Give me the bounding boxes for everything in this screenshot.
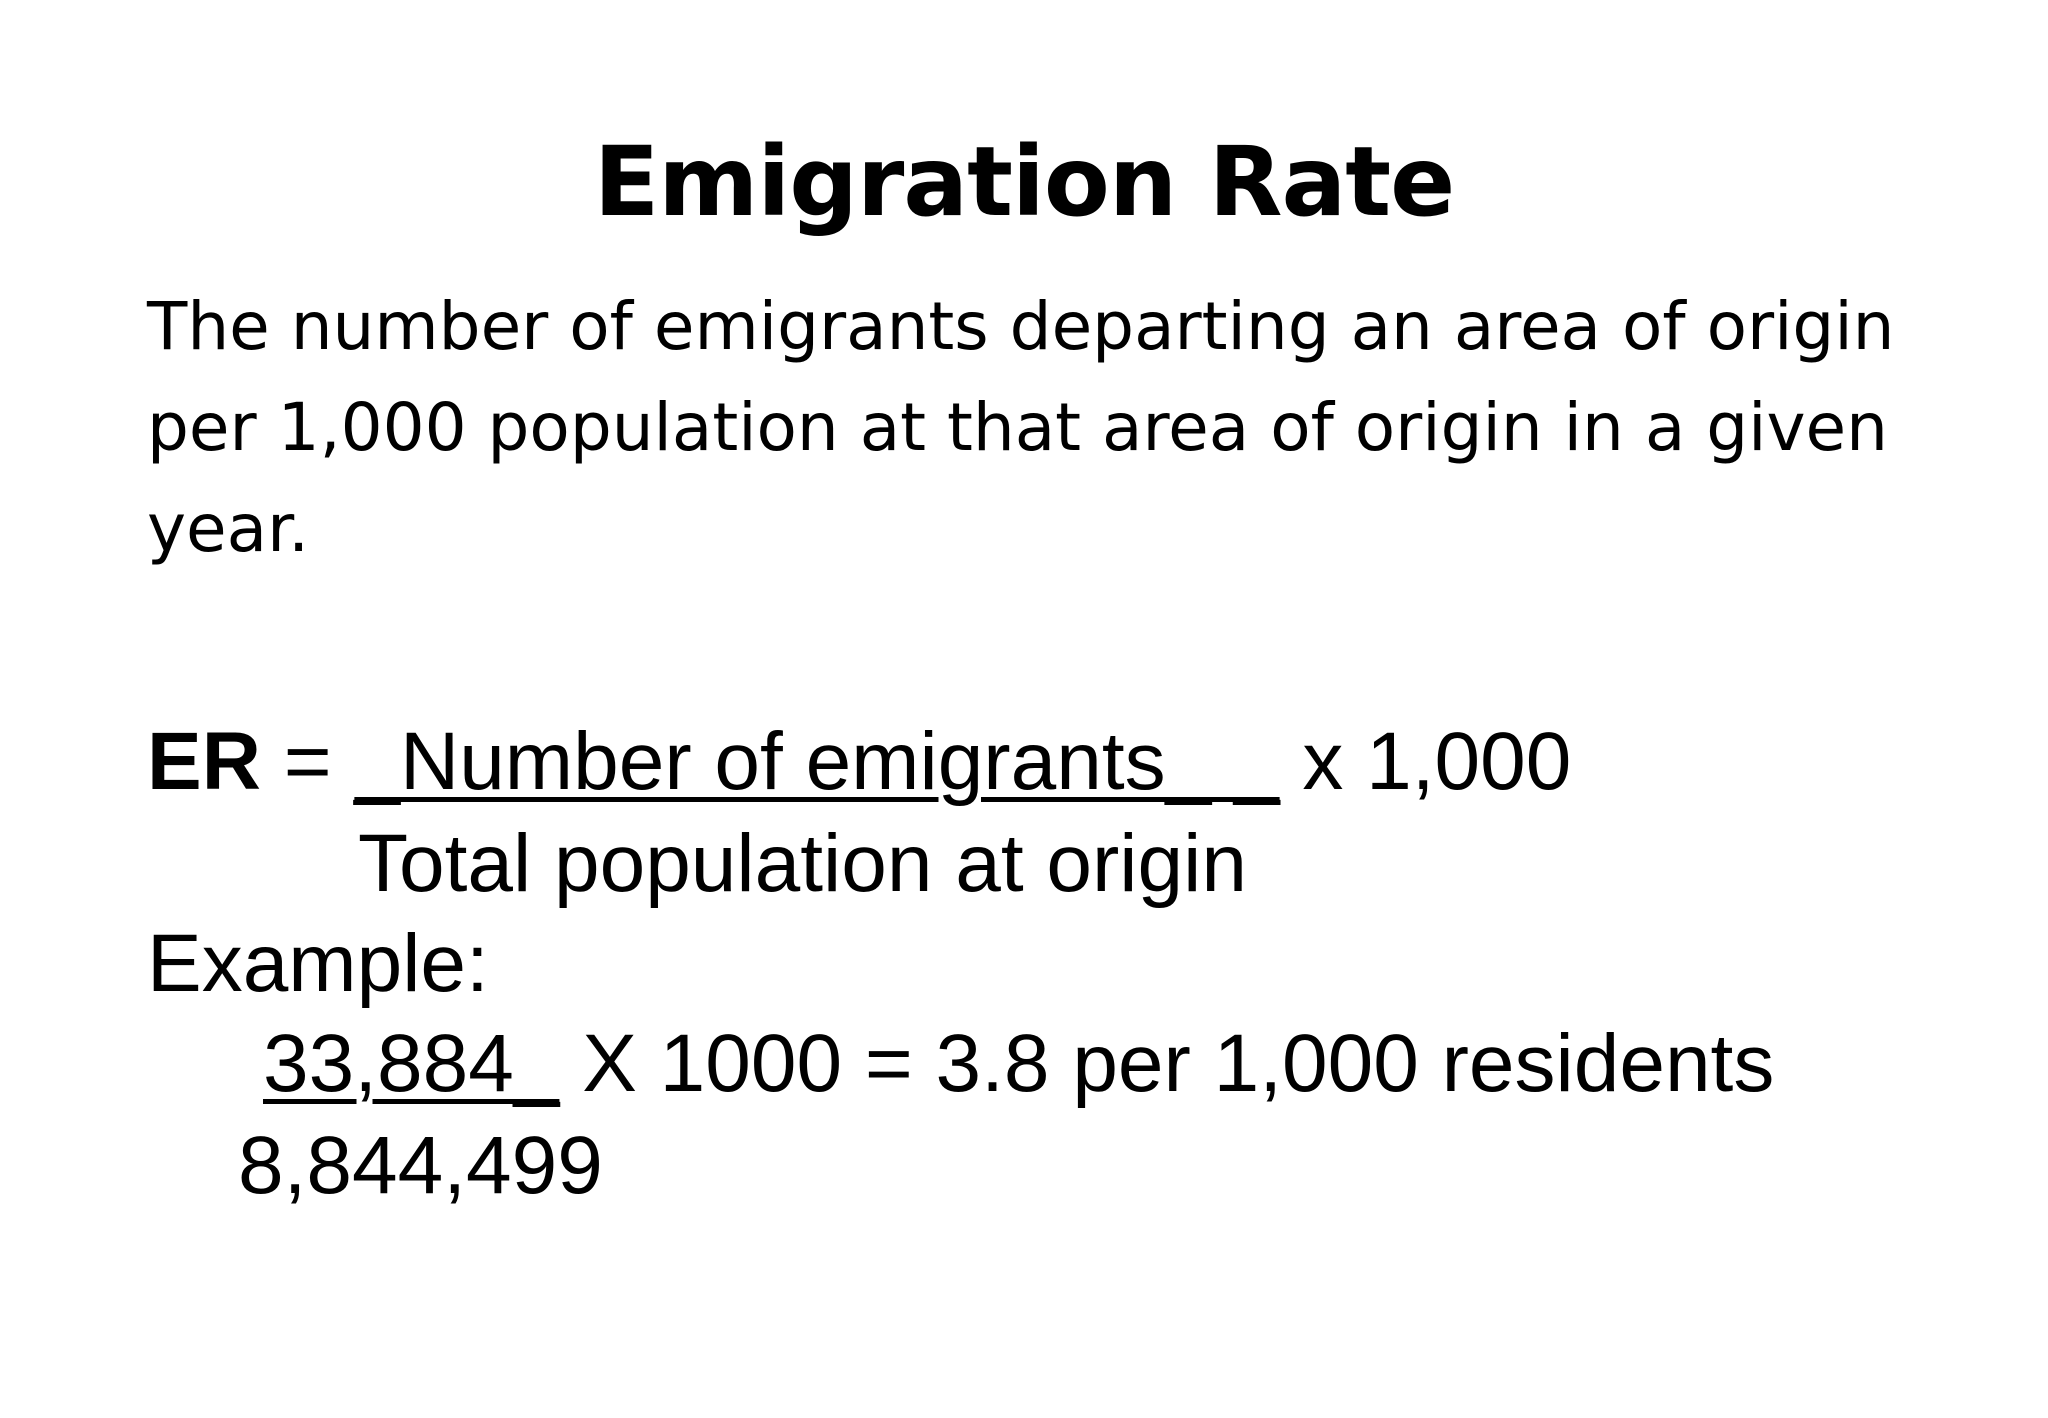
er-numerator: _Number of emigrants_	[354, 716, 1234, 807]
er-denominator: Total population at origin	[358, 818, 1247, 909]
example-numerator: 33,884_	[263, 1018, 560, 1109]
example-result: X 1000 = 3.8 per 1,000 residents	[559, 1018, 1775, 1109]
er-formula-line: ER = _Number of emigrants_ _ x 1,000	[147, 714, 1571, 810]
definition-line-3: year.	[147, 490, 310, 567]
definition-line-2: per 1,000 population at that area of ori…	[147, 389, 1888, 466]
definition-line-1: The number of emigrants departing an are…	[147, 288, 1895, 365]
er-label: ER	[147, 716, 261, 807]
er-numerator-tail: _	[1234, 716, 1280, 807]
example-formula-line: 33,884_ X 1000 = 3.8 per 1,000 residents	[263, 1016, 1774, 1112]
definition-text: The number of emigrants departing an are…	[147, 276, 1967, 579]
example-label: Example:	[147, 918, 489, 1009]
example-denominator: 8,844,499	[238, 1120, 603, 1211]
slide-title: Emigration Rate	[593, 126, 1456, 238]
er-equals: =	[260, 716, 355, 807]
er-multiplier: x 1,000	[1279, 716, 1572, 807]
